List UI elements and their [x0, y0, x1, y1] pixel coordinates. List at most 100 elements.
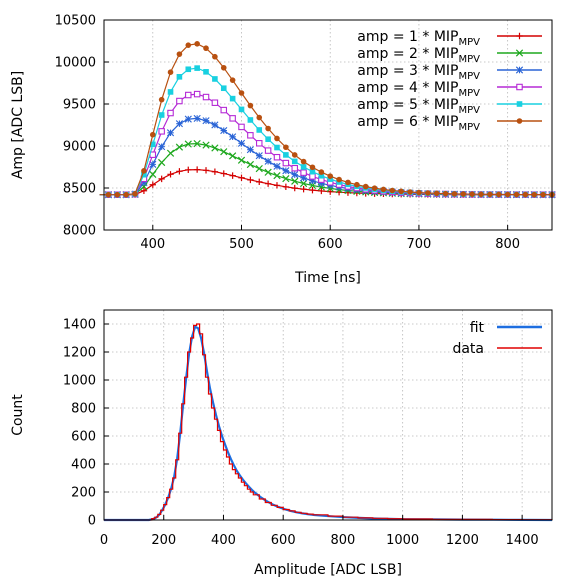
pulse-point-6-21: [283, 144, 289, 151]
pulse-point-3-9: [175, 120, 183, 128]
pulse-point-1-20: [273, 182, 281, 189]
pulse-point-6-33-glyph: [389, 187, 396, 194]
pulse-point-6-32: [380, 186, 387, 193]
pulse-point-3-7-glyph: [158, 143, 166, 151]
pulse-legend-swatch-marker-6-glyph: [516, 118, 523, 124]
pulse-point-6-26-glyph: [327, 173, 334, 179]
pulse-point-6-40: [451, 191, 458, 197]
pulse-point-4-13: [211, 99, 219, 106]
hist-y-tick-label-7: 1400: [63, 318, 96, 333]
pulse-point-1-19: [264, 180, 272, 187]
pulse-point-1-11-glyph: [193, 166, 201, 173]
pulse-point-6-11-glyph: [194, 40, 200, 47]
pulse-point-6-14-glyph: [220, 64, 227, 71]
pulse-point-2-9: [175, 143, 184, 151]
pulse-point-2-22-glyph: [291, 177, 299, 185]
pulse-series: [99, 40, 556, 199]
pulse-point-6-42-glyph: [469, 191, 475, 197]
pulse-point-2-21-glyph: [282, 175, 290, 183]
pulse-point-3-21: [282, 167, 290, 175]
histogram-legend: fit data: [452, 320, 542, 357]
hist-x-tick-label-0: 0: [100, 533, 108, 548]
hist-y-tick-label-5: 1000: [63, 374, 96, 389]
pulse-point-2-11: [193, 139, 201, 148]
pulse-point-3-15-glyph: [229, 133, 237, 141]
pulse-point-5-22: [291, 158, 298, 165]
pulse-point-6-50: [540, 191, 546, 198]
pulse-y-axis-title: Amp [ADC LSB]: [10, 71, 26, 179]
pulse-point-5-24-glyph: [309, 168, 316, 175]
pulse-point-3-23-glyph: [300, 174, 308, 182]
pulse-point-6-1-glyph: [105, 191, 112, 198]
pulse-point-6-15: [229, 77, 236, 83]
pulse-point-5-25-glyph: [318, 172, 325, 179]
pulse-point-6-6-glyph: [149, 131, 156, 138]
pulse-point-3-24: [308, 177, 317, 185]
pulse-point-6-5: [141, 168, 147, 174]
pulse-point-4-8: [167, 109, 174, 117]
pulse-x-axis-title: Time [ns]: [294, 270, 361, 286]
pulse-point-5-12-glyph: [203, 69, 209, 75]
pulse-point-1-11: [193, 166, 201, 173]
pulse-point-3-11: [193, 114, 201, 123]
pulse-point-5-6-glyph: [149, 141, 156, 148]
pulse-point-3-20-glyph: [273, 162, 281, 170]
pulse-legend-label-6: amp = 6 * MIPMPV: [357, 114, 480, 133]
pulse-point-4-10: [185, 91, 192, 99]
pulse-point-4-16-glyph: [238, 123, 245, 131]
pulse-point-6-28: [345, 179, 351, 186]
pulse-point-6-19-glyph: [265, 125, 271, 132]
pulse-point-1-21-glyph: [282, 183, 290, 191]
pulse-point-3-24-glyph: [308, 177, 317, 185]
pulse-point-6-50-glyph: [540, 191, 546, 198]
pulse-point-1-13-glyph: [211, 168, 219, 175]
pulse-point-3-8-glyph: [166, 129, 175, 137]
pulse-point-1-23-glyph: [300, 186, 307, 193]
pulse-point-3-11-glyph: [193, 114, 201, 123]
pulse-point-6-6: [149, 131, 156, 138]
pulse-point-4-15: [229, 115, 236, 122]
pulse-point-2-6: [149, 170, 157, 179]
pulse-point-6-12: [203, 45, 209, 52]
pulse-point-6-46: [504, 191, 511, 198]
pulse-point-6-3: [123, 191, 129, 198]
pulse-point-4-21-glyph: [282, 159, 290, 167]
pulse-point-6-40-glyph: [451, 191, 458, 197]
pulse-point-6-10-glyph: [185, 42, 192, 48]
pulse-legend-label-2: amp = 2 * MIPMPV: [357, 46, 480, 65]
pulse-point-2-13-glyph: [211, 144, 219, 152]
pulse-point-5-16: [238, 106, 245, 113]
pulse-point-4-20-glyph: [273, 153, 281, 161]
pulse-point-2-16: [237, 156, 246, 164]
pulse-point-1-5-glyph: [140, 187, 148, 194]
pulse-series-4: [99, 90, 556, 198]
pulse-point-6-49-glyph: [531, 191, 538, 198]
pulse-point-3-12-glyph: [202, 117, 210, 125]
pulse-x-tick-label-4: 800: [495, 237, 520, 252]
pulse-point-6-38-glyph: [433, 190, 440, 197]
pulse-point-6-19: [265, 125, 271, 132]
pulse-line-6: [99, 43, 553, 196]
pulse-point-3-9-glyph: [175, 120, 183, 128]
pulse-series-6: [99, 40, 555, 198]
pulse-point-4-17-glyph: [247, 132, 254, 139]
pulse-point-1-13: [211, 168, 219, 175]
pulse-point-2-17-glyph: [246, 160, 255, 169]
pulse-point-6-24: [309, 164, 316, 171]
hist-x-tick-label-2: 400: [211, 533, 236, 548]
pulse-point-5-19-glyph: [265, 136, 271, 143]
pulse-point-1-16-glyph: [238, 174, 245, 181]
pulse-point-6-27: [336, 176, 342, 183]
pulse-x-tick-label-3: 700: [407, 237, 432, 252]
pulse-point-6-45: [495, 191, 502, 198]
histogram-y-axis-title: Count: [10, 394, 26, 436]
pulse-point-3-21-glyph: [282, 167, 290, 175]
pulse-point-6-38: [433, 190, 440, 197]
pulse-point-1-25-glyph: [318, 187, 325, 195]
pulse-point-6-18: [256, 114, 263, 121]
pulse-point-6-4: [132, 191, 138, 197]
pulse-point-1-8-glyph: [167, 171, 174, 178]
pulse-point-2-22: [291, 177, 299, 185]
pulse-grid: [104, 20, 552, 230]
pulse-legend-swatch-marker-3-glyph: [515, 66, 524, 74]
